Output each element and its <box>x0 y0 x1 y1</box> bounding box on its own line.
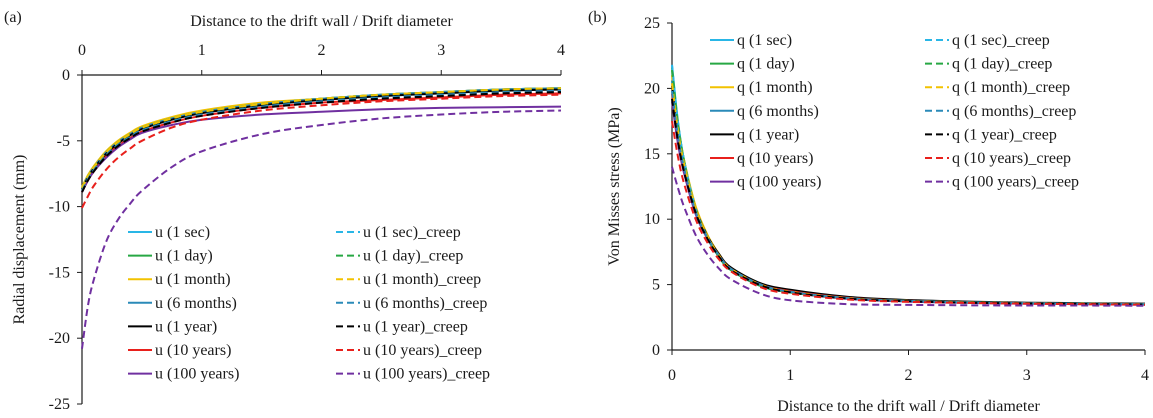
y-tick-label: 0 <box>652 342 660 359</box>
y-tick-label: 15 <box>644 146 660 163</box>
legend-label: u (1 sec)_creep <box>363 224 461 241</box>
y-axis-title: Radial displacement (mm) <box>11 155 28 325</box>
series-line-q-10-years <box>671 93 1146 306</box>
y-axis-title: Von Misses stress (MPa) <box>606 107 623 265</box>
legend-label: u (1 month)_creep <box>363 271 481 288</box>
series-line-q-1-year-creep <box>671 98 1146 306</box>
x-tick-label: 1 <box>198 42 206 59</box>
x-tick-label: 0 <box>78 42 86 59</box>
legend-label: q (10 years) <box>737 150 813 167</box>
legend-label: q (100 years) <box>737 174 821 191</box>
series-line-u-100-years-creep <box>81 109 562 349</box>
y-tick-label: -15 <box>49 264 70 281</box>
y-tick-label: 20 <box>644 80 660 97</box>
panel-label: (a) <box>4 9 22 26</box>
x-axis-title: Distance to the drift wall / Drift diame… <box>190 13 453 30</box>
x-tick-label: 4 <box>557 42 565 59</box>
y-tick-label: 10 <box>644 211 660 228</box>
x-tick-label: 0 <box>668 367 676 384</box>
x-tick-label: 2 <box>318 42 326 59</box>
legend-label: u (1 sec) <box>155 224 210 241</box>
y-tick-label: -5 <box>57 133 70 150</box>
legend-label: q (1 year) <box>737 126 799 143</box>
legend-label: u (1 day)_creep <box>363 248 463 265</box>
x-axis-title: Distance to the drift wall / Drift diame… <box>777 398 1040 415</box>
legend-label: u (10 years) <box>155 342 231 359</box>
x-tick-label: 3 <box>1023 367 1031 384</box>
legend-label: u (1 day) <box>155 248 213 265</box>
legend-label: u (100 years)_creep <box>363 366 490 383</box>
y-tick-label: 25 <box>644 15 660 32</box>
legend-label: q (1 sec)_creep <box>952 32 1050 49</box>
series-line-u-100-years <box>81 105 562 193</box>
panel-label: (b) <box>588 9 607 26</box>
legend-label: u (1 year) <box>155 318 217 335</box>
panel-b: (b) 0 1 2 3 4 25 20 15 10 5 0 Distance to the drift … <box>588 9 1149 415</box>
x-tick-label: 1 <box>786 367 794 384</box>
legend: u (1 sec) u (1 day) u (1 month) u (6 months… <box>128 224 490 383</box>
series-line-q-10-years-creep <box>671 120 1146 306</box>
series-line-q-6-months-creep <box>671 90 1146 306</box>
y-tick-label: -20 <box>49 330 70 347</box>
legend-label: q (1 month) <box>737 79 813 96</box>
legend-label: u (100 years) <box>155 366 239 383</box>
legend-label: q (1 month)_creep <box>952 79 1070 96</box>
series-line-u-10-years-creep <box>81 93 562 209</box>
legend-label: u (6 months) <box>155 295 237 312</box>
y-tick-label: 5 <box>652 277 660 294</box>
legend-label: q (100 years)_creep <box>952 174 1079 191</box>
legend-label: q (1 day)_creep <box>952 56 1052 73</box>
legend-label: u (6 months)_creep <box>363 295 487 312</box>
legend-label: q (10 years)_creep <box>952 150 1071 167</box>
legend-label: u (10 years)_creep <box>363 342 482 359</box>
y-tick-label: -10 <box>49 199 70 216</box>
legend-label: q (1 sec) <box>737 32 792 49</box>
x-tick-label: 2 <box>905 367 913 384</box>
x-tick-label: 3 <box>437 42 445 59</box>
legend: q (1 sec) q (1 day) q (1 month) q (6 months… <box>710 32 1079 191</box>
legend-label: u (1 year)_creep <box>363 318 468 335</box>
y-tick-label: -25 <box>49 396 70 413</box>
legend-label: q (6 months) <box>737 103 819 120</box>
y-tick-label: 0 <box>62 67 70 84</box>
legend-label: q (1 year)_creep <box>952 126 1057 143</box>
x-tick-label: 4 <box>1141 367 1149 384</box>
legend-label: q (1 day) <box>737 56 795 73</box>
legend-label: q (6 months)_creep <box>952 103 1076 120</box>
series-line-q-100-years-creep <box>671 166 1146 307</box>
panel-a: (a) 0 1 2 3 4 0 -5 -10 -15 -20 -25 Distance to the d… <box>4 9 565 413</box>
legend-label: u (1 month) <box>155 271 231 288</box>
